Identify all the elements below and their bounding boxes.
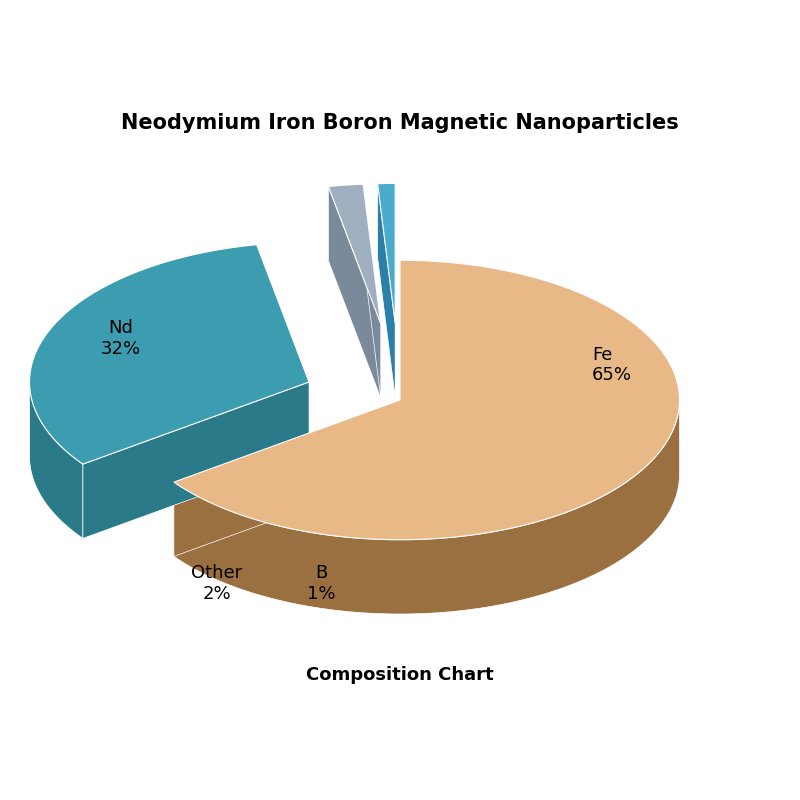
Polygon shape	[328, 186, 381, 398]
Polygon shape	[174, 260, 679, 540]
Text: Composition Chart: Composition Chart	[306, 666, 494, 684]
Polygon shape	[174, 400, 400, 556]
Polygon shape	[378, 184, 395, 398]
Text: Other
2%: Other 2%	[191, 564, 242, 603]
Polygon shape	[30, 245, 309, 464]
Text: Fe
65%: Fe 65%	[592, 346, 632, 385]
Polygon shape	[363, 184, 381, 398]
Text: Neodymium Iron Boron Magnetic Nanoparticles: Neodymium Iron Boron Magnetic Nanopartic…	[121, 113, 679, 133]
Polygon shape	[83, 382, 309, 538]
Polygon shape	[174, 400, 679, 614]
Polygon shape	[30, 382, 83, 538]
Polygon shape	[328, 184, 381, 324]
Text: B
1%: B 1%	[307, 564, 336, 603]
Text: Nd
32%: Nd 32%	[101, 319, 141, 358]
Polygon shape	[378, 183, 395, 323]
